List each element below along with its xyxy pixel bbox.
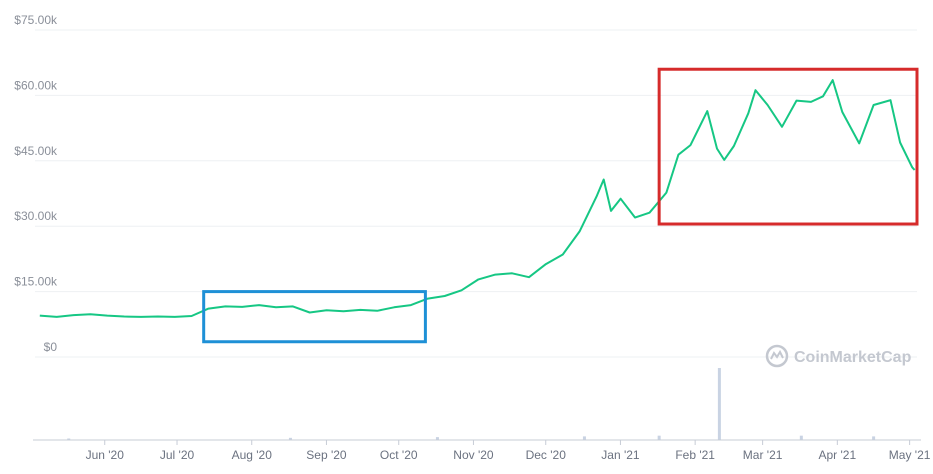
watermark-text: CoinMarketCap (794, 349, 912, 366)
y-tick-label: $0 (44, 340, 58, 354)
y-axis: $0 $15.00k $30.00k $45.00k $60.00k $75.00k (14, 13, 58, 354)
x-tick-label: Sep '20 (306, 448, 347, 462)
x-tick-label: Jul '20 (160, 448, 195, 462)
volume-bar (799, 435, 803, 440)
x-tick-label: May '21 (889, 448, 931, 462)
volume-bar (872, 436, 876, 440)
x-axis: Jun '20 Jul '20 Aug '20 Sep '20 Oct '20 Nov '… (33, 439, 931, 462)
price-line (39, 79, 916, 318)
x-tick-label: Oct '20 (380, 448, 418, 462)
x-tick-label: Apr '21 (818, 448, 856, 462)
blue-highlight-box (202, 290, 427, 344)
price-series (39, 79, 916, 318)
volume-bar (582, 436, 586, 440)
y-tick-label: $75.00k (14, 13, 58, 27)
y-tick-label: $30.00k (14, 209, 58, 223)
watermark: CoinMarketCap (765, 344, 912, 368)
y-tick-label: $45.00k (14, 144, 58, 158)
x-tick-label: Dec '20 (526, 448, 567, 462)
volume-bars (67, 368, 876, 440)
volume-bar (67, 438, 71, 440)
x-tick-label: Mar '21 (743, 448, 783, 462)
x-tick-label: Feb '21 (675, 448, 715, 462)
red-highlight-box (657, 67, 919, 226)
x-tick-label: Jun '20 (86, 448, 125, 462)
coinmarketcap-logo-icon (765, 344, 789, 368)
x-tick-label: Aug '20 (232, 448, 273, 462)
volume-bar (288, 437, 292, 440)
y-tick-label: $15.00k (14, 275, 58, 289)
grid-lines (35, 29, 917, 358)
highlight-boxes (202, 67, 919, 344)
volume-bar (657, 435, 661, 440)
volume-bar (435, 437, 439, 440)
x-tick-label: Nov '20 (453, 448, 494, 462)
y-tick-label: $60.00k (14, 78, 58, 92)
x-tick-label: Jan '21 (601, 448, 640, 462)
volume-bar (717, 368, 721, 440)
